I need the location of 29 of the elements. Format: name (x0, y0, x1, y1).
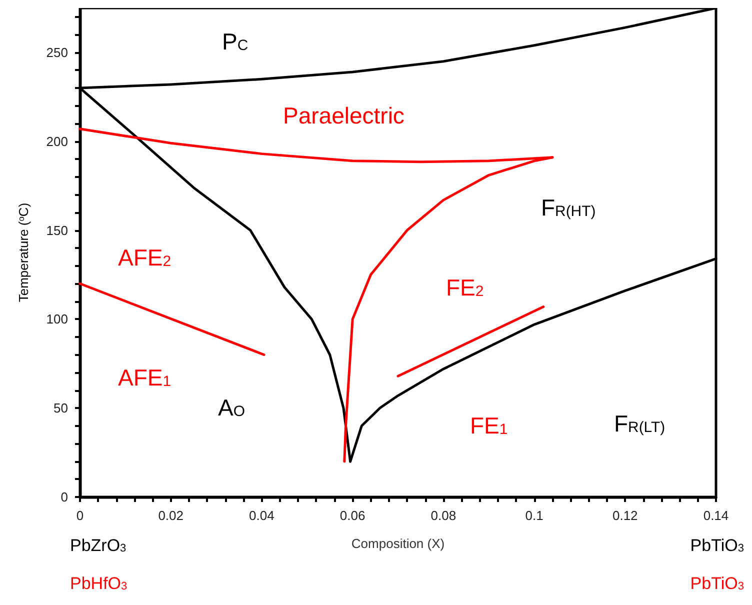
annotation: FR(LT) (614, 410, 666, 436)
x-tick-label: 0.04 (249, 508, 274, 523)
y-tick-label: 250 (46, 44, 68, 60)
x-tick-label: 0 (76, 508, 84, 523)
text: PbHfO3 (70, 574, 128, 593)
annotation: AFE1 (118, 364, 172, 390)
x-tick-label: 0.06 (340, 508, 366, 523)
y-tick-label: 200 (46, 134, 68, 149)
text: PbTiO3 (690, 536, 744, 555)
x-tick-label: 0.14 (703, 508, 729, 523)
y-axis-title: Temperature (oC) (16, 202, 31, 302)
y-tick-label: 150 (46, 222, 68, 238)
annotation: FE2 (446, 274, 484, 300)
annotation: FE1 (470, 412, 508, 438)
text: PbZrO3 (70, 536, 126, 555)
annotation: FR(HT) (541, 194, 596, 220)
x-tick-label: 0.1 (525, 508, 544, 523)
annotation: Paraelectric (283, 102, 404, 128)
text: PbTiO3 (690, 574, 744, 593)
annotation: AO (218, 394, 245, 420)
y-tick-label: 50 (54, 400, 68, 416)
y-tick-label: 100 (46, 312, 68, 327)
x-tick-label: 0.08 (430, 508, 456, 523)
annotation: AFE2 (118, 244, 172, 270)
annotation: PC (222, 28, 248, 54)
x-tick-label: 0.02 (158, 508, 184, 523)
y-tick-label: 0 (60, 490, 68, 504)
x-axis-title: Composition (X) (351, 536, 445, 551)
x-tick-label: 0.12 (612, 508, 638, 523)
